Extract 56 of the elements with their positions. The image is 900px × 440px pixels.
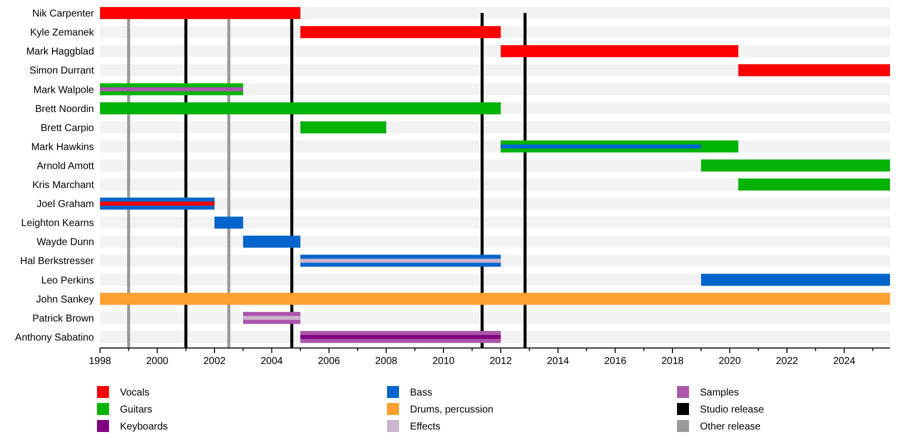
y-tick-label: Mark Haggblad (26, 46, 94, 58)
bar (100, 87, 244, 92)
y-tick-label: Hal Berkstresser (20, 256, 95, 268)
legend-label: Other release (700, 422, 762, 432)
y-tick-label: Wayde Dunn (36, 237, 94, 248)
x-tick-label: 2010 (432, 356, 456, 367)
bar (300, 26, 501, 38)
bar (300, 334, 501, 339)
x-tick-label: 2020 (718, 356, 742, 367)
bar (701, 159, 890, 172)
bar (214, 216, 244, 229)
y-tick-label: Mark Hawkins (31, 142, 94, 153)
legend-label: Drums, percussion (410, 404, 494, 416)
y-tick-label: Brett Carpio (40, 122, 94, 134)
bar (738, 178, 890, 191)
x-tick-label: 2018 (661, 356, 684, 367)
y-tick-label: Kris Marchant (32, 180, 94, 192)
x-tick-label: 1998 (88, 356, 112, 367)
bar (243, 236, 300, 248)
legend-label: Guitars (120, 404, 152, 416)
legend-label: Vocals (120, 388, 150, 398)
x-tick-label: 2024 (833, 356, 856, 367)
x-tick-label: 2008 (375, 356, 398, 367)
bar (300, 258, 501, 263)
y-tick-label: Kyle Zemanek (30, 28, 95, 39)
y-tick-label: Nik Carpenter (32, 8, 95, 20)
y-tick-label: Joel Graham (36, 199, 94, 210)
legend-label: Effects (410, 422, 440, 432)
x-tick-label: 2022 (776, 356, 799, 367)
y-tick-label: Brett Noordin (35, 104, 94, 115)
x-tick-label: 2014 (546, 356, 570, 367)
bar (300, 121, 386, 134)
y-tick-label: Arnold Amott (36, 160, 94, 172)
bar (243, 316, 300, 320)
x-tick-label: 2016 (604, 356, 627, 367)
y-tick-label: Patrick Brown (32, 313, 94, 324)
x-tick-label: 2006 (318, 356, 341, 367)
y-tick-label: Leighton Kearns (21, 218, 94, 230)
legend-label: Studio release (700, 404, 764, 416)
x-tick-label: 2002 (203, 356, 226, 367)
legend-label: Keyboards (120, 422, 168, 432)
x-tick-label: 2000 (146, 356, 169, 367)
bar (701, 274, 890, 286)
x-tick-label: 2004 (260, 356, 284, 367)
bar (738, 64, 890, 76)
bar (500, 144, 702, 148)
y-tick-label: Mark Walpole (33, 84, 94, 96)
legend-label: Bass (410, 388, 432, 398)
y-tick-label: Leo Perkins (41, 275, 94, 286)
legend-label: Samples (700, 388, 739, 398)
y-tick-label: John Sankey (36, 294, 94, 306)
x-tick-label: 2012 (490, 356, 512, 367)
bar (100, 202, 214, 206)
bar (500, 45, 738, 58)
y-tick-label: Anthony Sabatino (15, 332, 94, 344)
y-tick-label: Simon Durrant (30, 66, 94, 77)
